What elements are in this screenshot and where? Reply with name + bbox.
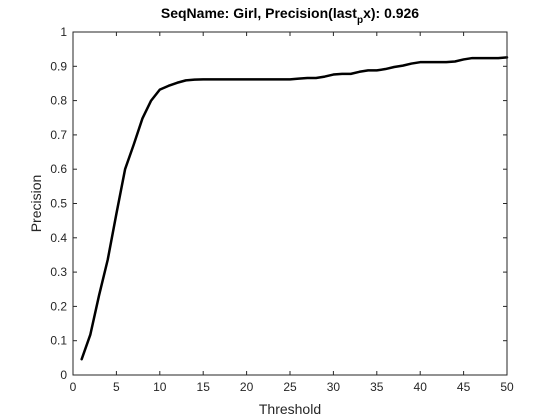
x-tick-label: 50 (500, 380, 514, 394)
plot-area (73, 32, 507, 375)
y-tick-label: 0.1 (50, 334, 67, 348)
y-tick-label: 0.2 (50, 299, 67, 313)
title-prefix: SeqName: Girl, Precision(last (161, 5, 357, 21)
y-tick-label: 0.6 (50, 162, 67, 176)
title-subscript: p (357, 15, 363, 26)
y-tick-label: 0.4 (50, 231, 67, 245)
chart-title: SeqName: Girl, Precision(lastpx): 0.926 (161, 5, 419, 26)
title-suffix: x): 0.926 (363, 5, 419, 21)
y-tick-label: 0.9 (50, 59, 67, 73)
x-tick-label: 45 (457, 380, 471, 394)
y-tick-labels: 0 0.1 0.2 0.3 0.4 0.5 0.6 0.7 0.8 0.9 1 (50, 25, 67, 382)
x-tick-label: 40 (414, 380, 428, 394)
x-tick-label: 0 (70, 380, 77, 394)
y-tick-label: 0.5 (50, 197, 67, 211)
y-tick-label: 0.7 (50, 128, 67, 142)
precision-line (80, 56, 509, 361)
x-tick-label: 25 (283, 380, 297, 394)
x-axis-label: Threshold (259, 401, 321, 417)
x-tick-labels: 0 5 10 15 20 25 30 35 40 45 50 (70, 380, 514, 394)
x-tick-label: 30 (327, 380, 341, 394)
y-axis-label: Precision (28, 175, 44, 233)
y-tick-label: 1 (60, 25, 67, 39)
axes-box (72, 31, 508, 376)
y-tick-label: 0 (60, 368, 67, 382)
x-tick-label: 15 (197, 380, 211, 394)
x-tick-label: 5 (113, 380, 120, 394)
x-tick-label: 10 (153, 380, 167, 394)
x-tick-label: 20 (240, 380, 254, 394)
y-tick-label: 0.3 (50, 265, 67, 279)
x-tick-label: 35 (370, 380, 384, 394)
y-tick-label: 0.8 (50, 94, 67, 108)
